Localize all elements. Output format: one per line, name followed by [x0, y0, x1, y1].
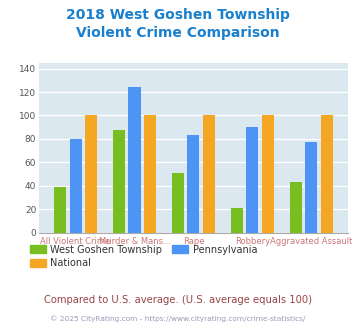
Text: Compared to U.S. average. (U.S. average equals 100): Compared to U.S. average. (U.S. average …: [44, 295, 311, 305]
Bar: [54, 187, 66, 233]
Bar: [85, 115, 97, 233]
Bar: [203, 115, 215, 233]
Bar: [321, 115, 333, 233]
Bar: [70, 139, 82, 233]
Legend: West Goshen Township, National, Pennsylvania: West Goshen Township, National, Pennsylv…: [26, 241, 261, 272]
Bar: [172, 173, 184, 233]
Bar: [305, 143, 317, 233]
Bar: [187, 135, 200, 233]
Bar: [144, 115, 156, 233]
Bar: [262, 115, 274, 233]
Bar: [129, 87, 141, 233]
Bar: [290, 182, 302, 233]
Text: Violent Crime Comparison: Violent Crime Comparison: [76, 26, 279, 40]
Text: 2018 West Goshen Township: 2018 West Goshen Township: [66, 8, 289, 22]
Text: © 2025 CityRating.com - https://www.cityrating.com/crime-statistics/: © 2025 CityRating.com - https://www.city…: [50, 315, 305, 322]
Bar: [246, 127, 258, 233]
Bar: [231, 208, 243, 233]
Bar: [113, 129, 125, 233]
